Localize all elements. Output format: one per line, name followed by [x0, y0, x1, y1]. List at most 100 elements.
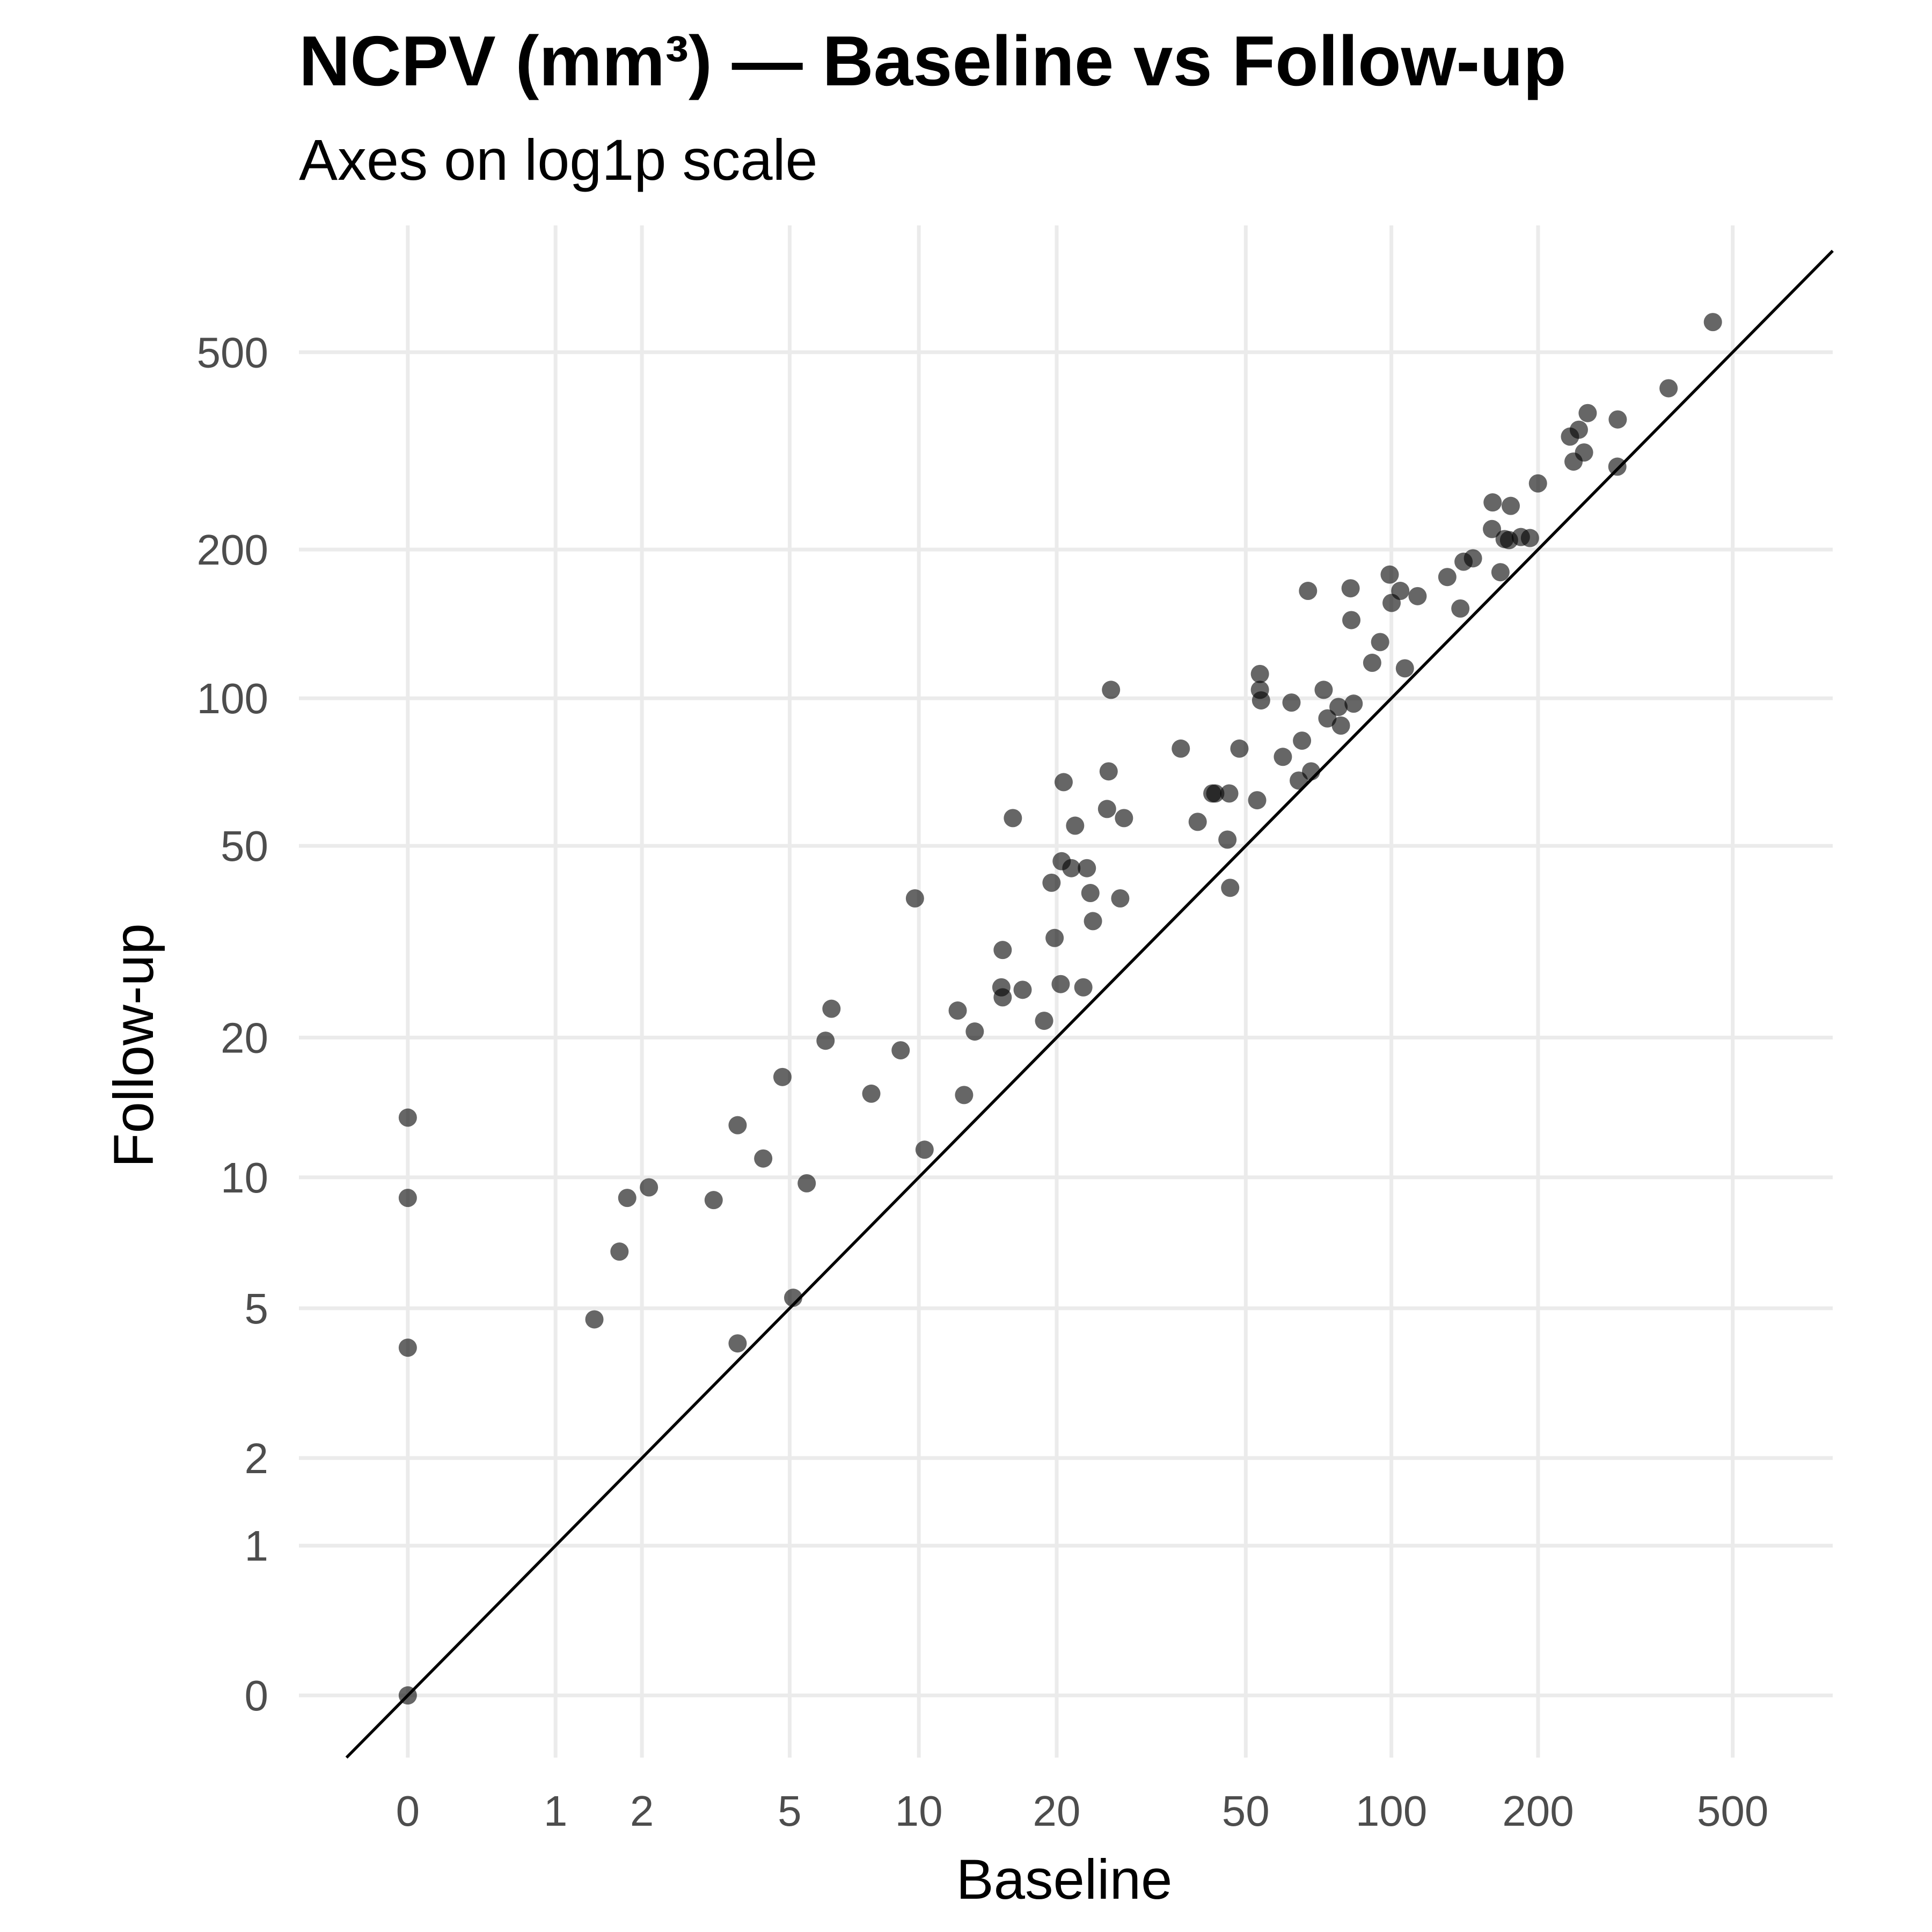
data-point [1302, 762, 1321, 781]
data-point [585, 1310, 604, 1329]
data-point [398, 1108, 417, 1127]
data-point [1252, 691, 1270, 710]
data-point [1703, 313, 1722, 332]
grid-lines [299, 225, 1833, 1758]
data-point [1344, 694, 1363, 713]
y-tick-label: 200 [197, 526, 268, 574]
data-point [1218, 830, 1237, 849]
data-point [1084, 912, 1102, 931]
data-point [1066, 816, 1085, 835]
data-point [1221, 879, 1240, 897]
x-tick-label: 500 [1697, 1787, 1768, 1835]
data-point [1111, 889, 1130, 908]
data-point [1408, 587, 1427, 605]
data-point [398, 1338, 417, 1357]
data-point [1220, 784, 1239, 803]
data-point [1483, 493, 1502, 512]
data-point [1608, 457, 1627, 476]
x-tick-label: 200 [1502, 1787, 1574, 1835]
data-point [1230, 739, 1249, 758]
data-point [955, 1086, 974, 1104]
data-point [1491, 563, 1510, 582]
x-tick-label: 100 [1356, 1787, 1427, 1835]
data-point [1099, 762, 1118, 781]
data-point [1035, 1012, 1053, 1030]
data-point [784, 1289, 802, 1307]
data-point [1341, 579, 1360, 598]
data-point [915, 1140, 934, 1159]
data-point [704, 1191, 723, 1210]
data-point [1102, 680, 1121, 699]
data-point [1054, 773, 1073, 792]
y-tick-labels: 0 1 2 5 10 20 50 100 200 500 [197, 328, 268, 1719]
y-tick-label: 1 [245, 1522, 269, 1570]
identity-reference-line [345, 250, 1834, 1759]
data-point [1483, 519, 1502, 538]
data-point [1206, 784, 1225, 803]
data-point [398, 1686, 417, 1705]
data-point [1371, 633, 1389, 652]
data-point [993, 941, 1012, 960]
data-point [993, 988, 1012, 1007]
data-point [773, 1067, 792, 1086]
data-point [398, 1189, 417, 1208]
data-point [1293, 731, 1312, 750]
data-point [1502, 496, 1520, 515]
x-tick-label: 5 [778, 1787, 802, 1835]
data-point [1172, 739, 1190, 758]
data-point [1051, 975, 1070, 993]
data-point [822, 999, 841, 1018]
data-point [1329, 698, 1348, 716]
data-point [1188, 813, 1207, 831]
y-tick-label: 0 [245, 1672, 269, 1719]
x-tick-label: 1 [544, 1787, 568, 1835]
data-point [1575, 443, 1593, 462]
data-point [1438, 568, 1457, 587]
data-point [1062, 859, 1081, 877]
data-point [1578, 404, 1597, 422]
y-tick-label: 100 [197, 675, 268, 722]
data-point [965, 1022, 984, 1041]
x-tick-label: 2 [630, 1787, 654, 1835]
data-point [1314, 680, 1333, 699]
data-point [728, 1116, 747, 1135]
x-tick-label: 20 [1033, 1787, 1080, 1835]
y-tick-label: 5 [245, 1285, 269, 1333]
x-tick-label: 10 [895, 1787, 943, 1835]
reference-line-layer [345, 250, 1834, 1759]
data-point [1391, 582, 1410, 601]
y-tick-label: 2 [245, 1435, 269, 1482]
data-point [1115, 809, 1133, 828]
x-tick-labels: 0 1 2 5 10 20 50 100 200 500 [396, 1787, 1769, 1835]
data-point [1282, 693, 1301, 712]
data-point [728, 1334, 747, 1353]
data-point [797, 1174, 816, 1192]
y-tick-label: 20 [221, 1014, 268, 1062]
data-point [1395, 659, 1414, 678]
data-point [1451, 599, 1470, 618]
y-tick-label: 50 [221, 822, 268, 870]
data-point [948, 1001, 967, 1020]
data-point [1250, 664, 1269, 683]
data-point [1463, 549, 1482, 568]
data-point [1078, 859, 1096, 877]
data-point [1097, 800, 1116, 818]
data-point [862, 1084, 881, 1103]
data-point [640, 1178, 658, 1197]
y-tick-label: 500 [197, 328, 268, 376]
x-axis-title: Baseline [956, 1848, 1173, 1911]
data-point [1608, 410, 1627, 429]
data-point [1331, 716, 1350, 735]
data-point [1528, 474, 1547, 493]
data-point [754, 1149, 773, 1168]
chart-subtitle: Axes on log1p scale [299, 127, 818, 192]
y-tick-label: 10 [221, 1154, 268, 1202]
x-tick-label: 0 [396, 1787, 420, 1835]
y-axis-title: Follow-up [103, 923, 165, 1167]
data-point [618, 1189, 636, 1208]
data-point [816, 1031, 835, 1050]
data-points [398, 313, 1722, 1705]
data-point [1299, 582, 1318, 601]
data-point [1013, 980, 1032, 999]
